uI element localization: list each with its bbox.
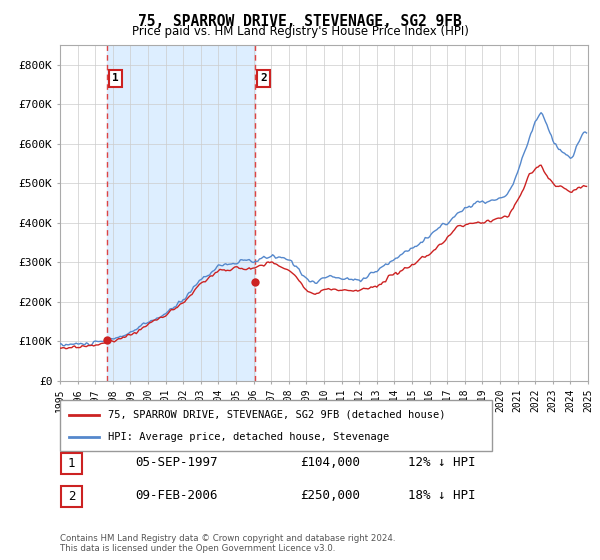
Text: £250,000: £250,000	[300, 489, 360, 502]
Text: 2: 2	[68, 490, 75, 503]
Text: 2: 2	[260, 73, 267, 83]
Text: 1: 1	[68, 456, 75, 470]
FancyBboxPatch shape	[61, 452, 82, 474]
Text: £104,000: £104,000	[300, 455, 360, 469]
Text: 09-FEB-2006: 09-FEB-2006	[135, 489, 218, 502]
Text: Contains HM Land Registry data © Crown copyright and database right 2024.
This d: Contains HM Land Registry data © Crown c…	[60, 534, 395, 553]
Text: 18% ↓ HPI: 18% ↓ HPI	[408, 489, 476, 502]
Text: HPI: Average price, detached house, Stevenage: HPI: Average price, detached house, Stev…	[107, 432, 389, 442]
FancyBboxPatch shape	[61, 486, 82, 507]
Bar	[107, 45, 255, 381]
Text: 12% ↓ HPI: 12% ↓ HPI	[408, 455, 476, 469]
Text: 75, SPARROW DRIVE, STEVENAGE, SG2 9FB (detached house): 75, SPARROW DRIVE, STEVENAGE, SG2 9FB (d…	[107, 409, 445, 419]
Text: Price paid vs. HM Land Registry's House Price Index (HPI): Price paid vs. HM Land Registry's House …	[131, 25, 469, 38]
Text: 1: 1	[112, 73, 119, 83]
Text: 05-SEP-1997: 05-SEP-1997	[135, 455, 218, 469]
FancyBboxPatch shape	[60, 400, 492, 451]
Text: 75, SPARROW DRIVE, STEVENAGE, SG2 9FB: 75, SPARROW DRIVE, STEVENAGE, SG2 9FB	[138, 14, 462, 29]
